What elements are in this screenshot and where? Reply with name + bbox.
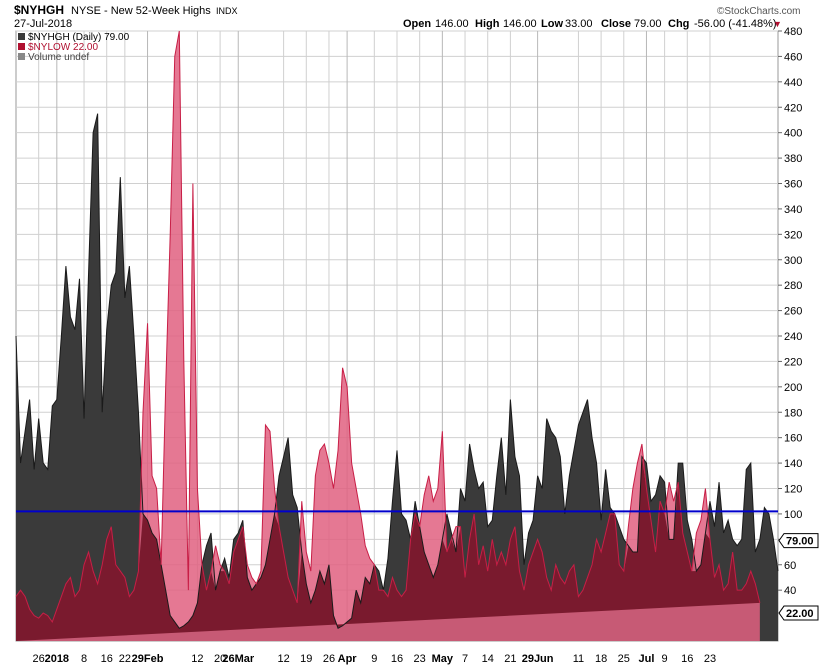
open-label: Open	[403, 18, 431, 30]
x-tick-label: 21	[504, 653, 516, 665]
y-tick-label: 440	[784, 77, 802, 89]
y-tick-label: 320	[784, 229, 802, 241]
y-tick-label: 40	[784, 585, 796, 597]
x-tick-label: 9	[371, 653, 377, 665]
y-tick-label: 360	[784, 179, 802, 191]
y-axis: 4060801001201401601802002202402602803003…	[778, 26, 819, 621]
x-tick-label: Jul	[639, 653, 655, 665]
series-lows-line	[15, 30, 761, 624]
y-tick-label: 280	[784, 280, 802, 292]
chg-down-arrow-icon: ▼	[773, 19, 782, 29]
y-tick-label: 260	[784, 306, 802, 318]
stockcharts-watermark: ©StockCharts.com	[717, 6, 801, 17]
y-tick-label: 460	[784, 51, 802, 63]
high-label: High	[475, 18, 500, 30]
legend-label-highs: $NYHGH (Daily) 79.00	[28, 32, 130, 43]
lows-price-tag: 22.00	[778, 605, 819, 621]
y-tick-label: 420	[784, 102, 802, 114]
y-tick-label: 300	[784, 255, 802, 267]
chart-exchange: INDX	[216, 6, 238, 16]
x-tick-label: 7	[462, 653, 468, 665]
open-value: 146.00	[435, 18, 469, 30]
x-tick-label: 22	[119, 653, 131, 665]
y-tick-label: 380	[784, 153, 802, 165]
legend: $NYHGH (Daily) 79.00 $NYLOW 22.00 Volume…	[18, 32, 130, 63]
x-tick-label: 16	[681, 653, 693, 665]
x-tick-label: 2018	[45, 653, 69, 665]
x-tick-label: 18	[595, 653, 607, 665]
x-tick-label: 23	[414, 653, 426, 665]
x-tick-label: 23	[704, 653, 716, 665]
x-tick-label: Apr	[338, 653, 358, 665]
x-tick-label: 20	[214, 653, 226, 665]
low-value: 33.00	[565, 18, 593, 30]
x-tick-label: 12	[191, 653, 203, 665]
series-highs-area	[16, 113, 778, 642]
series-highs-line	[15, 113, 779, 630]
x-tick-label: 26Mar	[222, 653, 255, 665]
x-tick-label: 16	[391, 653, 403, 665]
y-tick-label: 340	[784, 204, 802, 216]
series-areas	[15, 30, 779, 642]
x-tick-label: 19	[300, 653, 312, 665]
ohlc-stats: Open 146.00 High 146.00 Low 33.00 Close …	[403, 18, 782, 30]
y-tick-label: 160	[784, 433, 802, 445]
highs-price-tag-text: 79.00	[786, 536, 814, 548]
legend-swatch-highs	[18, 33, 25, 40]
legend-label-volume: Volume undef	[28, 52, 89, 63]
x-tick-label: May	[432, 653, 454, 665]
x-tick-label: 26	[323, 653, 335, 665]
chart-date: 27-Jul-2018	[14, 18, 72, 30]
highs-price-tag: 79.00	[778, 533, 819, 549]
y-tick-label: 180	[784, 407, 802, 419]
x-tick-label: 9	[662, 653, 668, 665]
chg-label: Chg	[668, 18, 689, 30]
series-overlap-area	[16, 456, 760, 641]
x-tick-label: 26	[33, 653, 45, 665]
x-tick-label: 29Feb	[132, 653, 164, 665]
lows-price-tag-box	[778, 605, 819, 621]
legend-swatch-lows	[18, 43, 25, 50]
y-tick-label: 100	[784, 509, 802, 521]
close-value: 79.00	[634, 18, 662, 30]
y-tick-label: 60	[784, 560, 796, 572]
x-tick-label: 25	[618, 653, 630, 665]
y-tick-label: 240	[784, 331, 802, 343]
chart-symbol: $NYHGH	[14, 3, 64, 17]
low-label: Low	[541, 18, 563, 30]
x-tick-label: 14	[482, 653, 494, 665]
x-tick-label: 29Jun	[522, 653, 554, 665]
legend-label-lows: $NYLOW 22.00	[28, 42, 98, 53]
highs-price-tag-box	[778, 533, 819, 549]
x-tick-label: 11	[573, 653, 584, 665]
high-value: 146.00	[503, 18, 537, 30]
lows-price-tag-text: 22.00	[786, 608, 814, 620]
y-tick-label: 200	[784, 382, 802, 394]
x-tick-label: 16	[101, 653, 113, 665]
y-tick-label: 400	[784, 128, 802, 140]
close-label: Close	[601, 18, 631, 30]
chg-value: -56.00 (-41.48%)	[694, 18, 777, 30]
x-tick-label: 8	[81, 653, 87, 665]
y-tick-label: 220	[784, 356, 802, 368]
y-tick-label: 480	[784, 26, 802, 38]
legend-swatch-volume	[18, 53, 25, 60]
y-tick-label: 120	[784, 484, 802, 496]
y-tick-label: 140	[784, 458, 802, 470]
x-tick-label: 12	[277, 653, 289, 665]
chart-description: NYSE - New 52-Week Highs	[71, 5, 211, 17]
